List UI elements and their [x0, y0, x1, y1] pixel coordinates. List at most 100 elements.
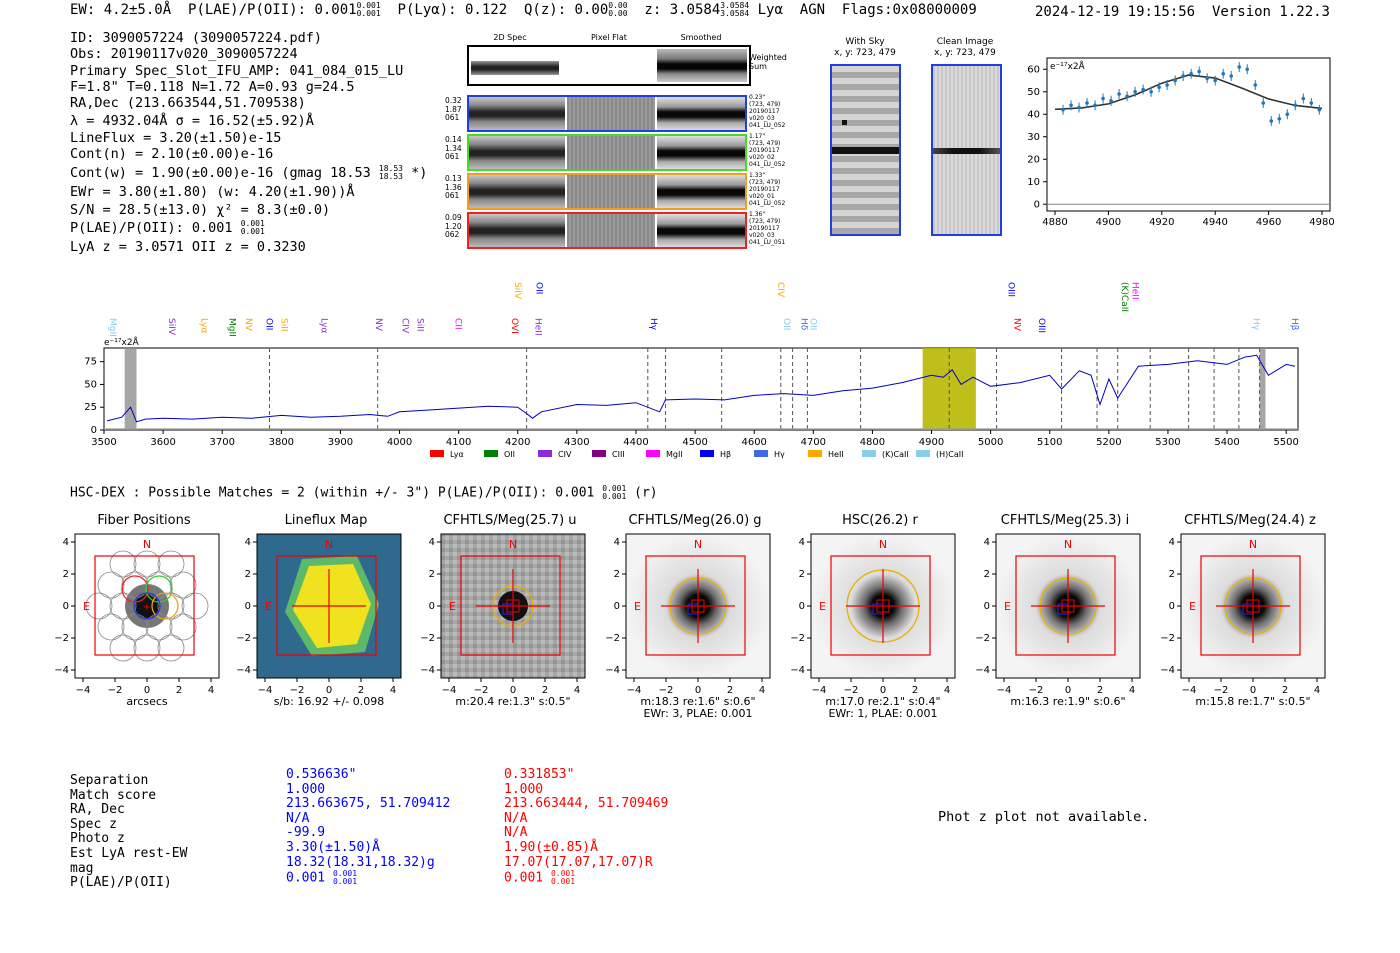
legend-swatch [538, 450, 552, 457]
y-tick-label: 2 [429, 569, 435, 580]
spectrum-axes: 3500 3600 3700 3800 3900 4000 4100 4200 4300 4400… [84, 357, 1299, 448]
emission-label: SiIV [512, 282, 522, 300]
cutout-meta: 0.23" [749, 94, 766, 101]
data-point [1229, 74, 1234, 78]
x-tick-label: −4 [627, 685, 642, 696]
line-fit-frame [1046, 57, 1331, 212]
y-tick-label: −2 [790, 633, 805, 644]
match-label: Separation [70, 773, 149, 788]
data-point [1269, 119, 1274, 123]
cutout-meta: 041_LU_052 [749, 122, 786, 129]
x-tick-label: 4100 [446, 437, 471, 448]
header-plae: P(LAE)/P(OII): 0.001 0.001 0.001 [188, 1, 381, 19]
x-tick-label: −2 [290, 685, 305, 696]
fiber-circle [121, 613, 149, 641]
panel-footer-line: m:18.3 re:1.6" s:0.6" [640, 695, 756, 708]
match-value: 0.001 0.001 0.001 [504, 869, 576, 887]
cutout-smoothed [657, 136, 745, 169]
match-label: mag [70, 860, 94, 876]
fiber-blue [133, 592, 161, 620]
info-id: ID: 3090057224 (3090057224.pdf) [70, 30, 322, 46]
legend-label: (K)CaII [882, 450, 909, 459]
cutout-stat: 0.13 [445, 174, 462, 183]
match-value: N/A [504, 825, 528, 841]
panel-title: CFHTLS/Meg(24.4) z [1184, 513, 1316, 528]
cutout-smoothed [657, 97, 745, 130]
east-label: E [819, 600, 826, 613]
fiber-center-mark: + [143, 602, 151, 613]
data-point [1221, 71, 1226, 76]
weighted-smooth [657, 49, 747, 82]
y-tick-label: 0 [245, 601, 251, 612]
emission-label: Hγ [1251, 318, 1261, 331]
panel-title: CFHTLS/Meg(25.7) u [443, 513, 577, 528]
match-value: 3.30(±1.50)Å [286, 839, 380, 855]
x-tick-label: 3900 [328, 437, 353, 448]
y-tick-label: −2 [1160, 633, 1175, 644]
photz-note: Phot z plot not available. [938, 809, 1150, 825]
x-tick-label: 0 [880, 685, 886, 696]
spectrum-unit: e⁻¹⁷x2Å [104, 336, 140, 348]
data-point [1181, 74, 1185, 78]
y-tick-label: 4 [799, 537, 805, 548]
x-tick-label: −2 [474, 685, 489, 696]
info-radec: RA,Dec (213.663544,51.709538) [70, 95, 306, 112]
data-point [1141, 87, 1145, 92]
x-tick-label: −4 [76, 685, 91, 696]
panel-lineflux: Lineflux Map N E −4 −2 0 2 4 4 2 0 −2 −4 s/b: 16.92 +… [217, 510, 417, 725]
legend-swatch [916, 450, 930, 457]
clean-title: Clean Image [936, 37, 994, 47]
x-tick-label: 4900 [1096, 217, 1121, 228]
cutout-stat: 1.36 [445, 182, 462, 192]
x-tick-label: −2 [1214, 685, 1229, 696]
cutout-meta: v020_02 [749, 154, 775, 161]
data-point [1237, 65, 1242, 69]
y-tick-label: 4 [429, 537, 435, 548]
y-tick-label: 0 [614, 601, 620, 612]
emission-label: Lyα [319, 318, 329, 334]
cutout-smoothed [657, 175, 745, 208]
cutout-meta: 041_LU_051 [749, 239, 786, 246]
search-box [645, 555, 746, 656]
search-box [276, 555, 377, 656]
legend-swatch [484, 450, 498, 457]
y-tick-label: 4 [1169, 537, 1175, 548]
legend-label: Hβ [720, 450, 731, 459]
emission-label: SiII [278, 318, 288, 332]
x-tick-label: −2 [844, 685, 859, 696]
with-sky-spot [842, 120, 847, 125]
panel-fiber: Fiber Positions + N E −4 −2 0 2 4 4 2 0 −2 −4 arcsecs [35, 510, 235, 725]
search-box [1015, 555, 1116, 656]
x-tick-label: 4940 [1202, 217, 1227, 228]
cutout-stat: 061 [445, 113, 460, 122]
legend-label: CIII [612, 450, 625, 459]
panel-noisy: CFHTLS/Meg(25.7) u N E −4 −2 0 2 4 4 2 0 −2 −4 m:20.4… [401, 510, 601, 725]
search-box [94, 555, 195, 656]
east-label: E [265, 600, 272, 613]
cutout-row-stats: 0.14 1.34 061 [445, 135, 465, 162]
emission-label: SiII [414, 318, 424, 332]
cutout-meta: 20190117 [749, 225, 780, 232]
emission-label: OIII [1005, 282, 1015, 297]
x-tick-label: 0 [144, 685, 150, 696]
data-point [1245, 67, 1250, 72]
spectrum-series [106, 354, 1296, 423]
weighted-2d [471, 61, 559, 75]
cutout-row-stats: 0.32 1.87 061 [445, 96, 465, 123]
data-point [1197, 69, 1201, 74]
north-label: N [325, 538, 333, 551]
emission-label: OII [264, 318, 274, 330]
match-table-labels: Separation Match score RA, Dec Spec z Photo … [70, 773, 187, 891]
east-label: E [83, 600, 90, 613]
cutout-meta: 20190117 [749, 147, 780, 154]
x-tick-label: 2 [912, 685, 918, 696]
panel-title: HSC(26.2) r [842, 513, 918, 528]
match-label: Spec z [70, 816, 117, 832]
info-lyaz: LyA z = 3.0571 OII z = 0.3230 [70, 238, 306, 255]
spectrum-line [106, 354, 1296, 423]
matches-title: HSC-DEX : Possible Matches = 2 (within +… [70, 484, 658, 501]
x-tick-label: 5200 [1096, 437, 1121, 448]
y-tick-label: 75 [84, 357, 97, 368]
with-sky-title: With Sky [845, 37, 885, 47]
y-tick-label: −2 [420, 633, 435, 644]
